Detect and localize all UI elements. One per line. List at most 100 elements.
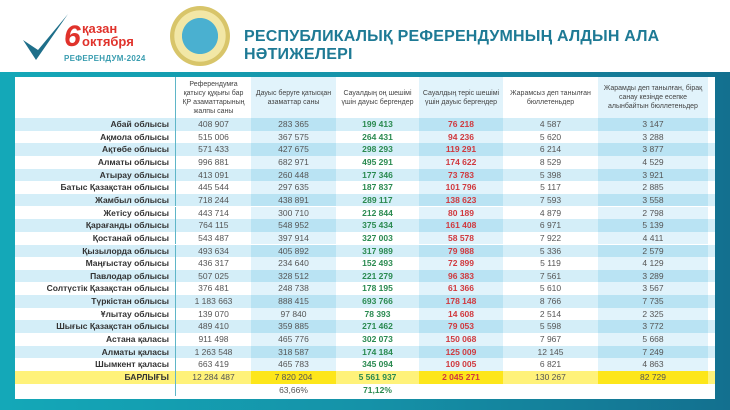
cell-eligible: 493 634 — [198, 245, 229, 256]
cell-uncounted: 3 567 — [598, 282, 708, 296]
cell-participated: 465 776 — [251, 333, 336, 346]
percentage-row: 63,66% 71,12% — [15, 383, 715, 397]
cell-yes: 221 279 — [362, 270, 393, 281]
cell-region: БАРЛЫҒЫ — [15, 371, 176, 384]
cell-invalid: 8 766 — [539, 296, 562, 307]
cell-region: Жамбыл облысы — [15, 193, 176, 207]
cell-region: Маңғыстау облысы — [15, 257, 176, 270]
table-row: Шығыс Қазақстан облысы 489 410 359 885 271 … — [15, 320, 715, 333]
cell-invalid: 7 922 — [539, 232, 562, 243]
cell-eligible: 718 244 — [198, 194, 229, 205]
cell-eligible: 996 881 — [198, 156, 229, 167]
cell-yes: 5 561 937 — [358, 372, 397, 382]
cell-eligible: 764 115 — [198, 220, 229, 231]
cell-no: 150 068 — [419, 333, 503, 346]
cell-invalid: 4 879 — [539, 207, 562, 218]
cell-eligible: 436 317 — [198, 258, 229, 269]
cell-invalid: 5 398 — [539, 169, 562, 180]
cell-uncounted: 3 877 — [598, 143, 708, 156]
cell-yes: 177 346 — [362, 169, 393, 180]
cell-region: Жетісу облысы — [15, 206, 176, 220]
cell-no: 80 189 — [419, 206, 503, 220]
cell-no: 96 383 — [419, 269, 503, 283]
cell-participated: 328 512 — [251, 269, 336, 283]
cell-uncounted: 3 289 — [598, 269, 708, 283]
cell-no: 79 988 — [419, 244, 503, 258]
cell-yes: 174 184 — [362, 346, 393, 357]
cell-region: Атырау облысы — [15, 168, 176, 182]
table-row: Жамбыл облысы 718 244 438 891 289 117 138 62… — [15, 193, 715, 207]
cell-no: 138 623 — [419, 193, 503, 207]
cell-invalid: 12 145 — [537, 346, 564, 357]
cell-region: Солтүстік Қазақстан облысы — [15, 282, 176, 296]
cell-yes: 298 293 — [362, 144, 393, 155]
cell-eligible: 911 498 — [198, 334, 229, 345]
cell-region: Алматы қаласы — [15, 345, 176, 359]
header-uncounted: Жарамды деп танылған, бірақ санау кезінд… — [598, 77, 708, 118]
table-row: Абай облысы 408 907 283 365 199 413 76 218 4 … — [15, 118, 715, 131]
cell-uncounted: 2 885 — [598, 181, 708, 194]
cell-invalid: 130 267 — [535, 372, 566, 382]
cell-invalid: 5 610 — [539, 283, 562, 294]
table-row: Солтүстік Қазақстан облысы 376 481 248 738… — [15, 282, 715, 296]
cell-participated: 405 892 — [251, 244, 336, 258]
cell-region: Шымкент қаласы — [15, 358, 176, 371]
cell-region: Астана қаласы — [15, 333, 176, 346]
cell-participated: 397 914 — [251, 231, 336, 245]
cell-invalid: 2 514 — [539, 308, 562, 319]
cell-invalid: 5 117 — [540, 182, 561, 193]
table-row: Маңғыстау облысы 436 317 234 640 152 493 72 … — [15, 257, 715, 270]
cell-invalid: 6 971 — [539, 220, 562, 231]
referendum-logo: 6 қазан октября РЕФЕРЕНДУМ-2024 — [20, 8, 155, 68]
table-row: Ақмола облысы 515 006 367 575 264 431 94 236… — [15, 130, 715, 144]
cell-yes: 317 989 — [362, 245, 393, 256]
cell-eligible: 543 487 — [198, 232, 229, 243]
cell-yes: 375 434 — [362, 220, 393, 231]
table-row: Жетісу облысы 443 714 300 710 212 844 80 189… — [15, 206, 715, 220]
cell-region: Павлодар облысы — [15, 269, 176, 283]
cell-yes: 178 195 — [362, 283, 393, 294]
cell-invalid: 6 214 — [539, 144, 562, 155]
cell-eligible: 139 070 — [198, 308, 229, 319]
cell-invalid: 5 598 — [539, 321, 562, 332]
cell-uncounted: 4 411 — [598, 231, 708, 245]
cell-yes: 199 413 — [362, 119, 393, 129]
cell-no: 161 408 — [419, 219, 503, 232]
cell-region: Түркістан облысы — [15, 295, 176, 308]
cell-invalid: 8 529 — [539, 156, 562, 167]
turnout-percent: 63,66% — [279, 384, 308, 395]
cell-participated: 234 640 — [251, 257, 336, 270]
cell-invalid: 7 561 — [539, 270, 562, 281]
cell-no: 119 291 — [419, 143, 503, 156]
cell-yes: 212 844 — [362, 207, 393, 218]
yes-percent: 71,12% — [363, 384, 392, 395]
cell-uncounted: 3 147 — [598, 118, 708, 131]
cell-invalid: 5 336 — [539, 245, 562, 256]
table-header: Референдумға қатысу құқығы бар ҚР азамат… — [15, 77, 715, 118]
table-row: Алматы қаласы 1 263 548 318 587 174 184 125 … — [15, 345, 715, 359]
header-region — [15, 77, 176, 118]
cell-yes: 302 073 — [362, 334, 393, 345]
table-row: Қызылорда облысы 493 634 405 892 317 989 79 … — [15, 244, 715, 258]
cell-no: 14 608 — [419, 307, 503, 321]
cell-no: 101 796 — [419, 181, 503, 194]
cell-region: Ақмола облысы — [15, 130, 176, 144]
cell-invalid: 6 821 — [539, 359, 562, 370]
cell-participated: 297 635 — [251, 181, 336, 194]
cell-no: 109 005 — [419, 358, 503, 371]
cell-region: Қызылорда облысы — [15, 244, 176, 258]
cell-yes: 78 393 — [364, 308, 391, 319]
cell-uncounted: 7 735 — [598, 295, 708, 308]
cell-no: 178 148 — [419, 295, 503, 308]
cell-region: Шығыс Қазақстан облысы — [15, 320, 176, 333]
cell-invalid: 4 587 — [539, 119, 562, 129]
table-row: Қарағанды облысы 764 115 548 952 375 434 161… — [15, 219, 715, 232]
logo-line2: октября — [82, 34, 134, 49]
checkmark-icon — [23, 14, 68, 60]
cell-no: 2 045 271 — [419, 371, 503, 384]
cell-eligible: 1 183 663 — [194, 296, 233, 307]
cell-uncounted: 3 921 — [598, 168, 708, 182]
cell-participated: 359 885 — [251, 320, 336, 333]
table-row: Қостанай облысы 543 487 397 914 327 003 58 5… — [15, 231, 715, 245]
cell-participated: 248 738 — [251, 282, 336, 296]
